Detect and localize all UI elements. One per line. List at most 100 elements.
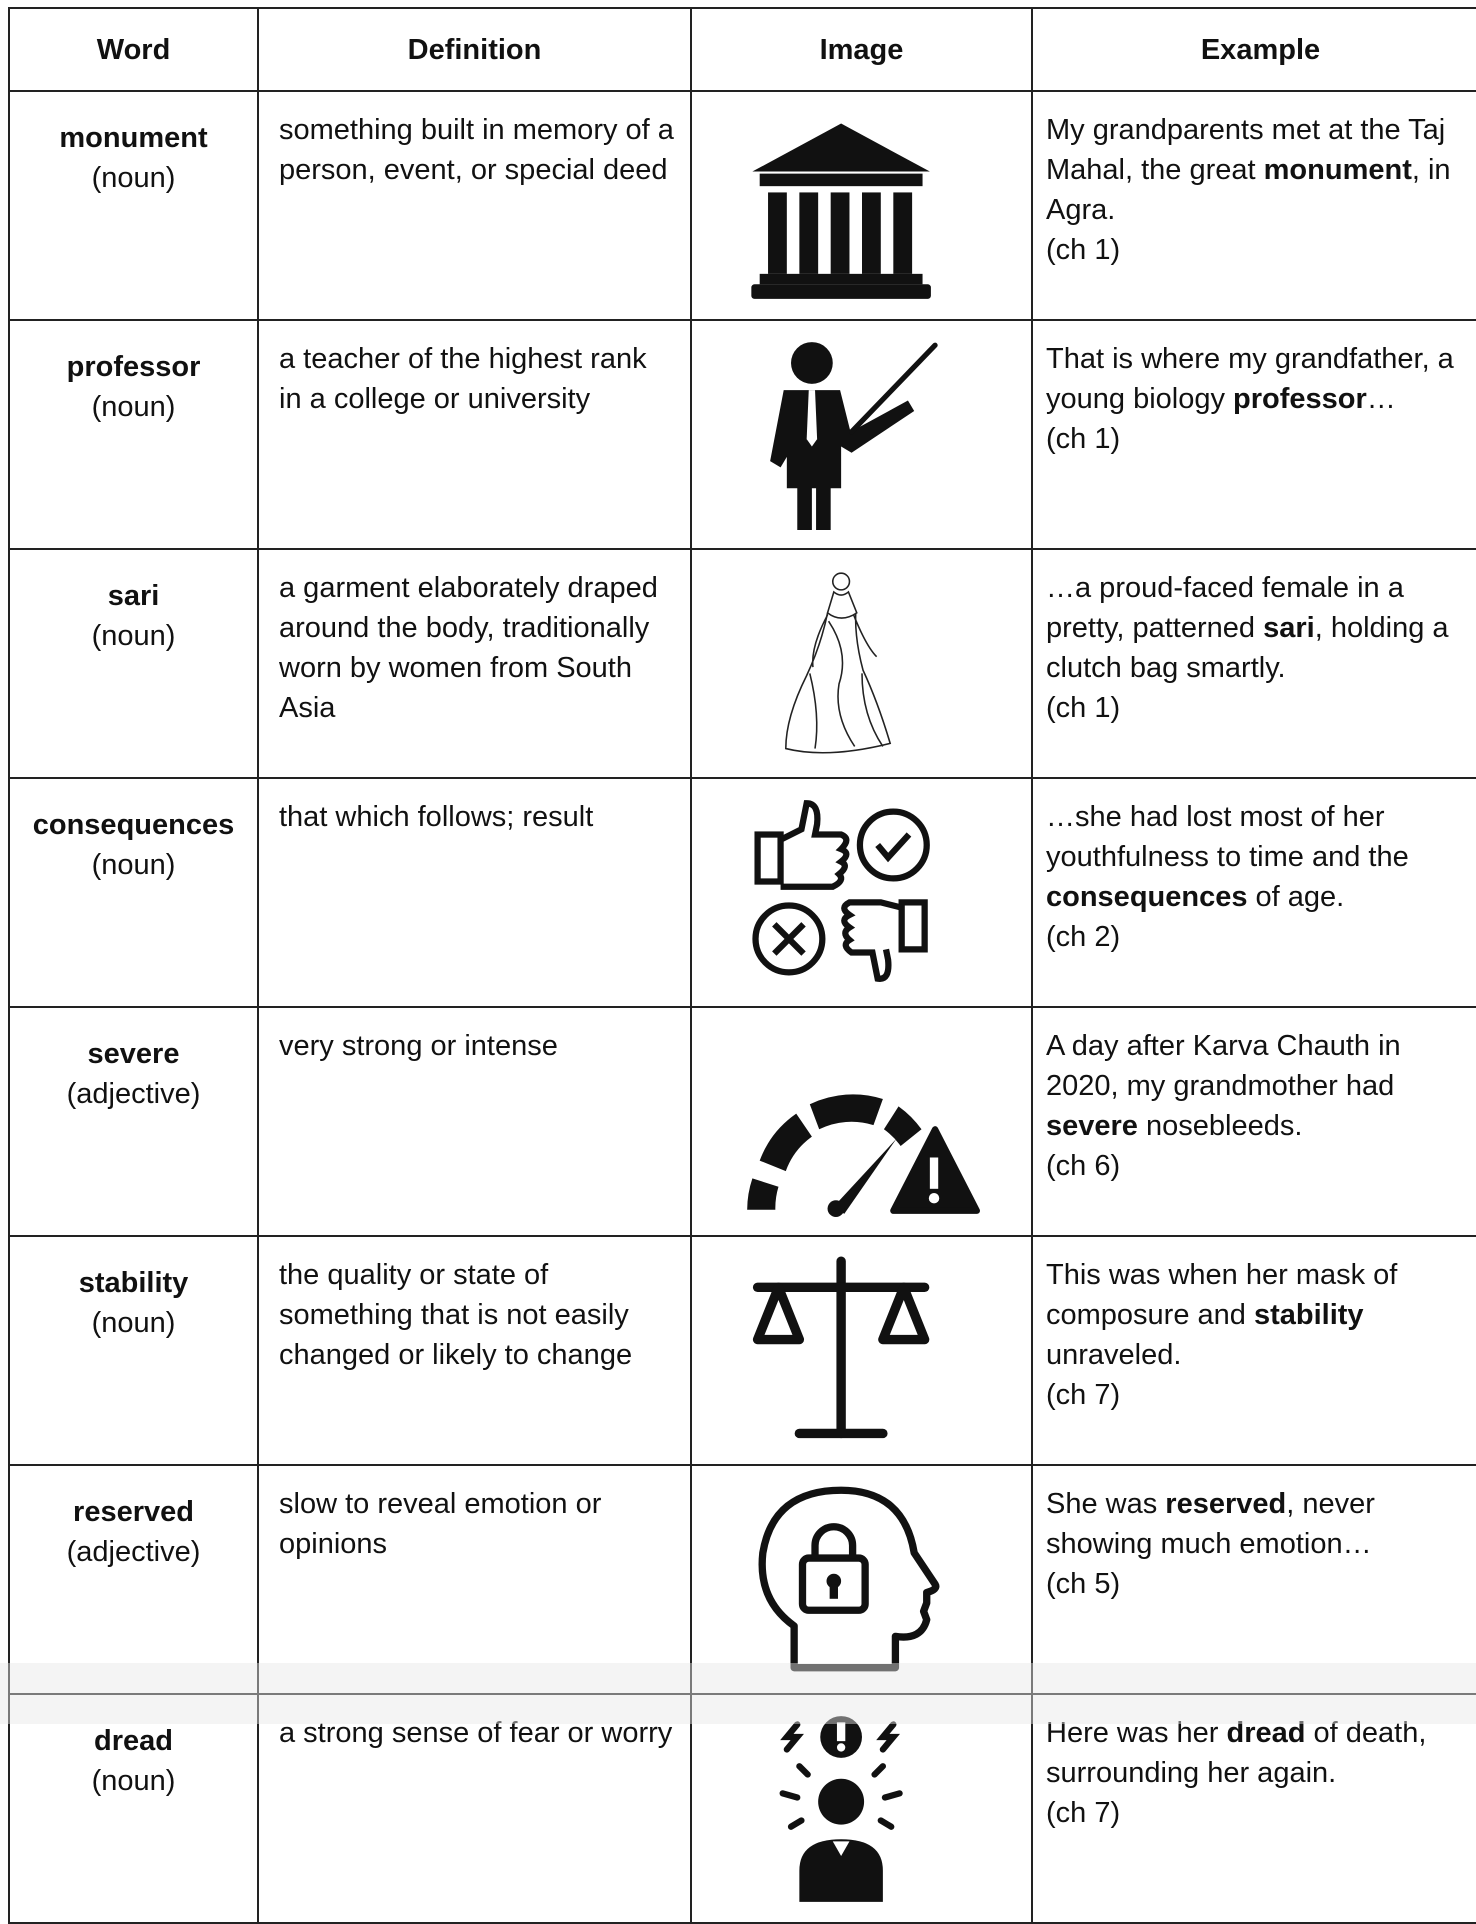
word-icon xyxy=(751,799,930,982)
chapter-ref: (ch 1) xyxy=(1046,234,1121,266)
example-keyword: consequences xyxy=(1046,881,1248,913)
header-row: Word Definition Image Example xyxy=(8,7,1476,92)
example-keyword: stability xyxy=(1253,1299,1364,1331)
image-cell xyxy=(690,1235,1033,1466)
word: reserved xyxy=(73,1496,194,1528)
image-cell xyxy=(690,1006,1033,1237)
definition: a strong sense of fear or worry xyxy=(279,1717,673,1749)
definition-cell: slow to reveal emotion or opinions xyxy=(257,1464,692,1695)
part-of-speech: (adjective) xyxy=(66,1536,201,1568)
definition-cell: a teacher of the highest rank in a colle… xyxy=(257,319,692,550)
example-keyword: monument xyxy=(1263,154,1412,186)
definition: very strong or intense xyxy=(279,1030,558,1062)
word: dread xyxy=(94,1725,173,1757)
definition-cell: the quality or state of something that i… xyxy=(257,1235,692,1466)
example-text: Here was her xyxy=(1046,1717,1227,1749)
part-of-speech: (noun) xyxy=(91,849,176,881)
vocab-row: monument (noun) something built in memory … xyxy=(8,90,1476,321)
example-text: of age. xyxy=(1247,881,1345,913)
chapter-ref: (ch 5) xyxy=(1046,1568,1121,1600)
image-cell xyxy=(690,1693,1033,1924)
chapter-ref: (ch 1) xyxy=(1046,692,1121,724)
example-keyword: sari xyxy=(1263,612,1315,644)
vocab-row: dread (noun) a strong sense of fear or wor… xyxy=(8,1693,1476,1924)
part-of-speech: (noun) xyxy=(91,391,176,423)
word: consequences xyxy=(32,809,235,841)
example-cell: …a proud-faced female in a pretty, patte… xyxy=(1031,548,1476,779)
example-text: A day after Karva Chauth in 2020, my gra… xyxy=(1046,1030,1401,1102)
image-cell xyxy=(690,1464,1033,1695)
vocabulary-table: Word Definition Image Example monument (noun… xyxy=(8,7,1476,1924)
chapter-ref: (ch 7) xyxy=(1046,1797,1121,1829)
image-cell xyxy=(690,548,1033,779)
chapter-ref: (ch 6) xyxy=(1046,1150,1121,1182)
part-of-speech: (adjective) xyxy=(66,1078,201,1110)
image-cell xyxy=(690,90,1033,321)
word: professor xyxy=(66,351,201,383)
part-of-speech: (noun) xyxy=(91,620,176,652)
word-icon xyxy=(784,571,891,753)
word-icon xyxy=(779,1715,903,1902)
example-text: This was when her mask of composure and xyxy=(1046,1259,1398,1331)
example-text: … xyxy=(1366,383,1396,415)
word-icon xyxy=(758,1486,939,1671)
chapter-ref: (ch 1) xyxy=(1046,423,1121,455)
word-icon xyxy=(750,123,931,299)
example-cell: …she had lost most of her youthfulness t… xyxy=(1031,777,1476,1008)
example-text: unraveled. xyxy=(1046,1339,1182,1371)
example-keyword: severe xyxy=(1046,1110,1138,1142)
word-cell: professor (noun) xyxy=(8,319,259,550)
example-text: …a proud-faced female in a pretty, patte… xyxy=(1046,572,1404,644)
example-text: She was xyxy=(1046,1488,1166,1520)
column-header: Definition xyxy=(257,7,692,92)
chapter-ref: (ch 2) xyxy=(1046,921,1121,953)
definition: a garment elaborately draped around the … xyxy=(279,572,658,724)
example-text: That is where my grandfather, a young bi… xyxy=(1046,343,1454,415)
example-cell: She was reserved, never showing much emo… xyxy=(1031,1464,1476,1695)
column-header: Example xyxy=(1031,7,1476,92)
definition-cell: something built in memory of a person, e… xyxy=(257,90,692,321)
word: severe xyxy=(87,1038,180,1070)
word-cell: monument (noun) xyxy=(8,90,259,321)
word: sari xyxy=(107,580,160,612)
word-cell: stability (noun) xyxy=(8,1235,259,1466)
definition: that which follows; result xyxy=(279,801,594,833)
example-cell: My grandparents met at the Taj Mahal, th… xyxy=(1031,90,1476,321)
vocab-row: consequences (noun) that which follows; re… xyxy=(8,777,1476,1008)
definition: something built in memory of a person, e… xyxy=(279,114,674,186)
word-icon xyxy=(769,341,938,530)
part-of-speech: (noun) xyxy=(91,1765,176,1797)
image-cell xyxy=(690,319,1033,550)
example-text: , in Agra. xyxy=(1046,154,1451,226)
definition-cell: that which follows; result xyxy=(257,777,692,1008)
word-cell: dread (noun) xyxy=(8,1693,259,1924)
word-cell: consequences (noun) xyxy=(8,777,259,1008)
example-cell: Here was her dread of death, surrounding… xyxy=(1031,1693,1476,1924)
definition: the quality or state of something that i… xyxy=(279,1259,633,1371)
page: Word Definition Image Example monument (noun… xyxy=(0,7,1476,1924)
word: monument xyxy=(59,122,208,154)
column-header: Word xyxy=(8,7,259,92)
example-cell: That is where my grandfather, a young bi… xyxy=(1031,319,1476,550)
column-header: Image xyxy=(690,7,1033,92)
word-cell: reserved (adjective) xyxy=(8,1464,259,1695)
word-cell: sari (noun) xyxy=(8,548,259,779)
part-of-speech: (noun) xyxy=(91,162,176,194)
vocab-row: sari (noun) a garment elaborately draped a… xyxy=(8,548,1476,779)
definition-cell: very strong or intense xyxy=(257,1006,692,1237)
example-text: , never showing much emotion… xyxy=(1046,1488,1375,1560)
vocab-row: severe (adjective) very strong or intense A… xyxy=(8,1006,1476,1237)
chapter-ref: (ch 7) xyxy=(1046,1379,1121,1411)
definition: a teacher of the highest rank in a colle… xyxy=(279,343,647,415)
part-of-speech: (noun) xyxy=(91,1307,176,1339)
definition: slow to reveal emotion or opinions xyxy=(279,1488,602,1560)
example-keyword: professor xyxy=(1233,383,1367,415)
example-cell: This was when her mask of composure and … xyxy=(1031,1235,1476,1466)
definition-cell: a strong sense of fear or worry xyxy=(257,1693,692,1924)
example-keyword: reserved xyxy=(1165,1488,1287,1520)
vocab-row: reserved (adjective) slow to reveal emotio… xyxy=(8,1464,1476,1695)
example-text: nosebleeds. xyxy=(1137,1110,1303,1142)
definition-cell: a garment elaborately draped around the … xyxy=(257,548,692,779)
word-icon xyxy=(752,1256,929,1438)
example-text: My grandparents met at the Taj Mahal, th… xyxy=(1046,114,1446,186)
